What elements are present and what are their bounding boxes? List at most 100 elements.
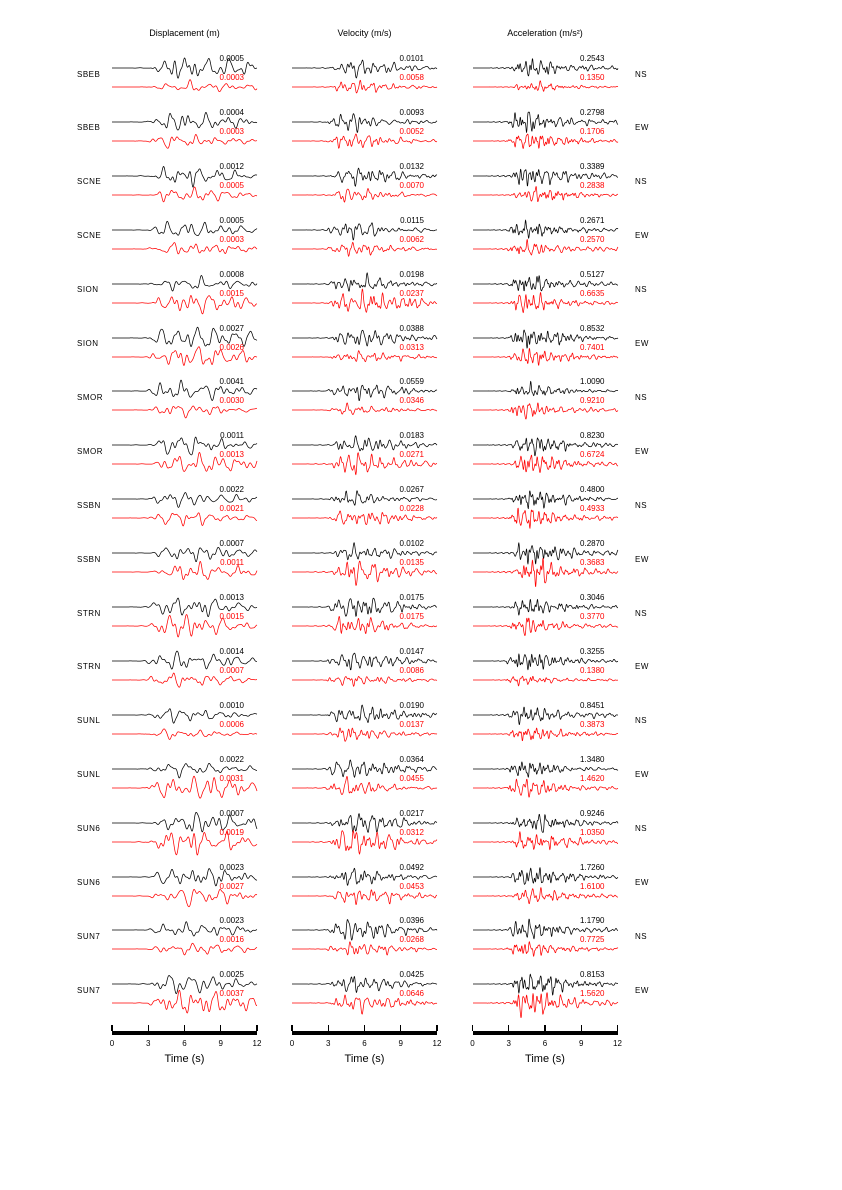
x-tick-label: 0 [289,1039,295,1048]
waveform-trace-black [292,812,438,833]
x-tick-label: 9 [398,1039,403,1048]
trace-panel-acceleration [472,866,618,904]
waveform-trace-red [292,675,438,687]
waveform-trace-red [472,617,618,637]
trace-panel-acceleration [472,761,618,798]
waveform-trace-red [112,186,258,203]
peak-value-black: 0.0198 [399,269,424,279]
waveform-trace-red [292,941,438,956]
peak-value-red: 0.0037 [219,989,244,999]
trace-panel-displacement [112,597,258,638]
waveform-trace-black [112,867,258,886]
peak-value-black: 0.0267 [399,485,424,495]
trace-panel-acceleration [472,329,618,366]
peak-value-red: 0.0346 [399,396,424,406]
column-header-velocity: Velocity (m/s) [337,28,392,38]
waveform-trace-red [292,888,438,905]
peak-value-black: 0.9246 [580,808,605,818]
station-label: SMOR [77,392,103,402]
trace-panel-displacement [112,111,258,149]
trace-panel-displacement [112,436,258,473]
trace-panel-acceleration [472,919,618,958]
trace-panel-displacement [112,380,258,419]
waveform-trace-red [112,241,258,254]
x-tick-label: 6 [182,1039,187,1048]
waveform-trace-red [112,990,258,1014]
waveform-trace-black [112,165,258,188]
waveform-trace-black [472,761,618,778]
waveform-trace-red [112,888,258,907]
peak-value-black: 0.8451 [580,700,605,710]
peak-value-red: 0.0175 [399,612,424,621]
peak-value-red: 0.0052 [399,126,424,136]
peak-value-black: 0.2671 [580,215,605,225]
trace-panel-acceleration [472,542,618,588]
x-tick-label: 6 [362,1039,367,1048]
waveform-trace-red [472,830,618,850]
station-label: STRN [77,608,101,618]
trace-panel-displacement [112,220,258,254]
peak-value-red: 0.0015 [219,612,244,621]
peak-value-black: 0.0022 [219,485,244,495]
waveform-trace-black [292,272,438,292]
trace-panel-displacement [112,811,258,855]
station-label: SUN6 [77,878,101,887]
waveform-trace-red [112,614,258,638]
trace-panel-displacement [112,492,258,527]
waveform-trace-black [292,329,438,346]
waveform-trace-black [112,811,258,832]
waveform-trace-black [472,490,618,510]
peak-value-black: 0.0190 [399,700,424,710]
x-tick-label: 3 [326,1039,331,1048]
waveform-trace-black [292,167,438,187]
peak-value-black: 0.0147 [399,646,424,656]
waveform-trace-red [112,830,258,855]
peak-value-red: 0.0312 [399,827,424,837]
peak-value-black: 1.0090 [580,377,605,387]
x-axis-bar [112,1031,257,1035]
station-label: SUN7 [77,931,101,941]
component-label: NS [635,824,648,834]
x-axis-tick [183,1024,186,1031]
trace-panel-displacement [112,762,258,799]
waveform-trace-red [112,133,258,149]
trace-panel-velocity [292,329,438,362]
component-label: EW [635,446,649,456]
waveform-trace-black [292,652,438,671]
x-tick-label: 12 [432,1039,442,1048]
peak-value-black: 0.0559 [399,377,424,387]
peak-value-black: 0.0025 [219,970,244,980]
trace-panel-velocity [292,272,438,313]
peak-value-red: 0.0007 [219,665,244,675]
component-label: NS [635,500,648,510]
station-label: SUNL [77,716,101,726]
trace-panel-velocity [292,597,438,634]
waveform-trace-black [112,492,258,508]
peak-value-red: 0.0003 [219,234,244,244]
peak-value-red: 0.0058 [399,73,424,82]
waveform-trace-red [472,507,618,529]
peak-value-black: 0.0012 [219,161,244,171]
waveform-trace-red [112,294,258,314]
peak-value-black: 0.0041 [219,377,244,387]
component-label: EW [635,878,649,887]
peak-value-red: 1.4620 [580,773,605,783]
peak-value-black: 0.2798 [580,107,605,117]
peak-value-red: 0.0003 [219,126,244,136]
peak-value-black: 0.8230 [580,431,605,441]
trace-panel-velocity [292,867,438,905]
waveform-trace-red [292,133,438,149]
peak-value-black: 0.3046 [580,593,605,602]
peak-value-black: 0.0007 [219,539,244,549]
trace-panel-acceleration [472,111,618,149]
waveform-trace-red [112,512,258,527]
waveform-trace-black [112,921,258,937]
trace-panel-velocity [292,542,438,586]
peak-value-black: 0.5127 [580,269,605,279]
waveform-trace-red [292,615,438,634]
trace-panel-displacement [112,165,258,203]
peak-value-red: 1.0350 [580,827,605,837]
component-label: EW [635,770,649,780]
peak-value-black: 0.3389 [580,161,605,171]
trace-panel-velocity [292,652,438,687]
